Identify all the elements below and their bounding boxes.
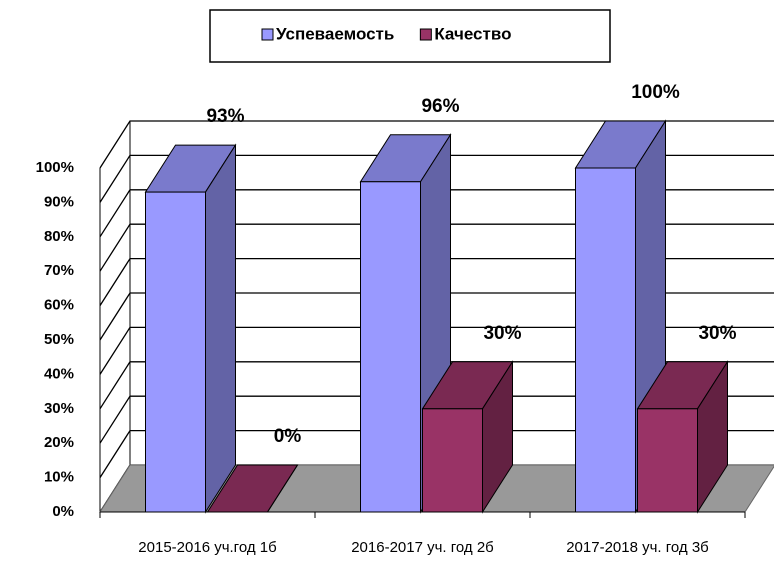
legend-box: [209, 9, 611, 63]
x-tick-label: 2016-2017 уч. год 2б: [351, 539, 494, 556]
y-tick-label: 20%: [44, 434, 74, 451]
value-label: 30%: [483, 323, 521, 344]
y-tick-label: 100%: [36, 159, 74, 176]
legend-label: Качество: [434, 24, 511, 43]
value-label: 30%: [698, 323, 736, 344]
bar: [637, 408, 698, 513]
legend-label: Успеваемость: [276, 24, 394, 43]
legend: Успеваемость Качество: [209, 9, 611, 63]
value-label: 100%: [631, 82, 680, 103]
bar: [145, 191, 206, 513]
bar: [422, 408, 483, 513]
bar: [575, 167, 636, 513]
x-tick-label: 2017-2018 уч. год 3б: [566, 539, 709, 556]
value-label: 93%: [206, 106, 244, 127]
y-tick-label: 80%: [44, 228, 74, 245]
legend-swatch: [261, 28, 274, 41]
x-tick-label: 2015-2016 уч.год 1б: [138, 539, 276, 556]
y-tick-label: 60%: [44, 297, 74, 314]
y-tick-label: 0%: [52, 503, 74, 520]
value-label: 0%: [274, 426, 302, 447]
value-label: 96%: [421, 96, 459, 117]
legend-swatch: [419, 28, 432, 41]
bar: [360, 181, 421, 513]
y-tick-label: 50%: [44, 331, 74, 348]
y-tick-label: 90%: [44, 193, 74, 210]
y-tick-label: 40%: [44, 365, 74, 382]
y-tick-label: 10%: [44, 469, 74, 486]
y-tick-label: 30%: [44, 400, 74, 417]
y-tick-label: 70%: [44, 262, 74, 279]
bar-side: [205, 143, 236, 514]
bar-side: [267, 464, 298, 513]
